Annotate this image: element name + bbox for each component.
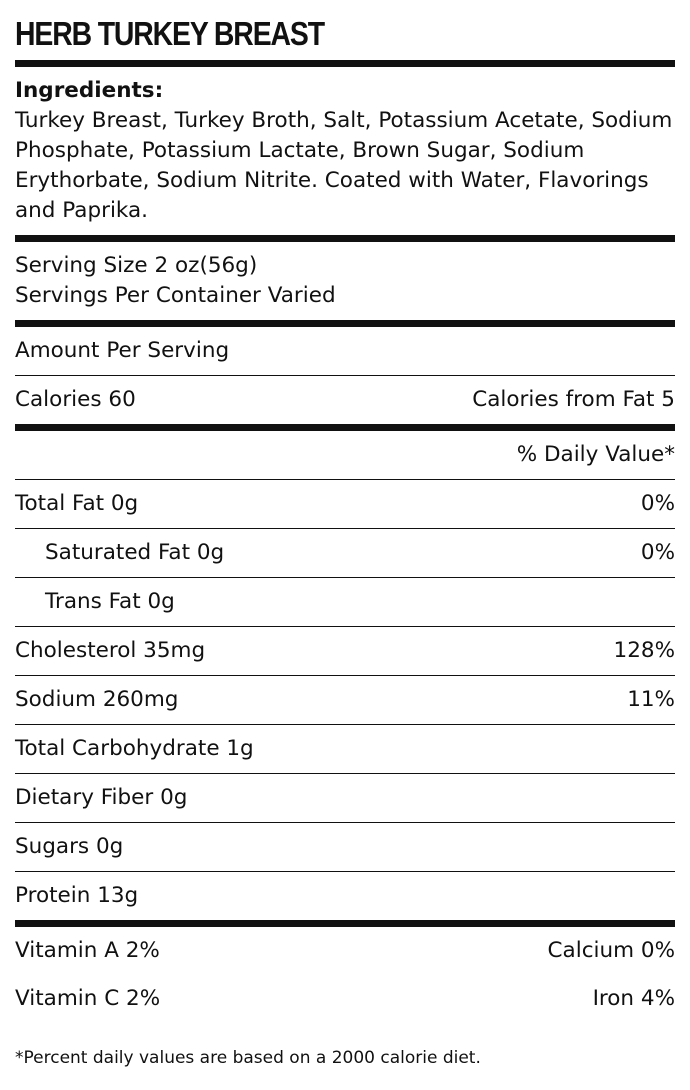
amount-per-serving-label: Amount Per Serving	[15, 338, 230, 363]
nutrient-label: Total Fat 0g	[15, 491, 139, 516]
ingredients-list: Turkey Breast, Turkey Broth, Salt, Potas…	[15, 108, 673, 223]
divider	[15, 375, 675, 376]
nutrient-daily-value: 11%	[627, 687, 675, 712]
nutrient-daily-value: 128%	[613, 638, 675, 663]
nutrient-row-dietary-fiber: Dietary Fiber 0g	[15, 783, 675, 813]
nutrient-label: Trans Fat 0g	[45, 589, 175, 614]
serving-size: Serving Size 2 oz(56g)	[15, 253, 258, 278]
vitamin-label: Vitamin C 2%	[15, 986, 161, 1011]
calories-label: Calories 60	[15, 387, 136, 412]
nutrient-label: Dietary Fiber 0g	[15, 785, 188, 810]
nutrient-row-cholesterol: Cholesterol 35mg 128%	[15, 636, 675, 666]
divider	[15, 920, 675, 927]
divider	[15, 577, 675, 578]
divider	[15, 320, 675, 327]
nutrient-label: Saturated Fat 0g	[45, 540, 225, 565]
ingredients-label: Ingredients:	[15, 78, 164, 103]
nutrient-label: Cholesterol 35mg	[15, 638, 206, 663]
nutrient-label: Protein 13g	[15, 883, 139, 908]
divider	[15, 871, 675, 872]
nutrient-row-total-carbohydrate: Total Carbohydrate 1g	[15, 734, 675, 764]
product-title: HERB TURKEY BREAST	[15, 15, 325, 52]
divider	[15, 528, 675, 529]
nutrient-label: Sodium 260mg	[15, 687, 179, 712]
mineral-label: Iron 4%	[592, 986, 675, 1011]
divider	[15, 822, 675, 823]
daily-value-footnote: *Percent daily values are based on a 200…	[15, 1048, 481, 1068]
divider	[15, 60, 675, 67]
divider	[15, 626, 675, 627]
nutrient-row-trans-fat: Trans Fat 0g	[15, 587, 675, 617]
nutrient-row-saturated-fat: Saturated Fat 0g 0%	[15, 538, 675, 568]
calories-from-fat: Calories from Fat 5	[472, 387, 675, 412]
mineral-label: Calcium 0%	[547, 938, 675, 963]
nutrient-row-sugars: Sugars 0g	[15, 832, 675, 862]
calories-row: Calories 60 Calories from Fat 5	[15, 385, 675, 415]
servings-per-container: Servings Per Container Varied	[15, 283, 336, 308]
vitamin-row: Vitamin A 2% Calcium 0%	[15, 936, 675, 966]
amount-per-serving-row: Amount Per Serving	[15, 336, 675, 366]
divider	[15, 724, 675, 725]
nutrient-label: Sugars 0g	[15, 834, 124, 859]
divider	[15, 773, 675, 774]
divider	[15, 675, 675, 676]
vitamin-label: Vitamin A 2%	[15, 938, 160, 963]
nutrient-daily-value: 0%	[640, 491, 675, 516]
divider	[15, 479, 675, 480]
nutrient-daily-value: 0%	[640, 540, 675, 565]
nutrient-label: Total Carbohydrate 1g	[15, 736, 254, 761]
daily-value-header-row: % Daily Value*	[15, 440, 675, 470]
nutrient-row-sodium: Sodium 260mg 11%	[15, 685, 675, 715]
divider	[15, 235, 675, 242]
vitamin-row: Vitamin C 2% Iron 4%	[15, 984, 675, 1014]
nutrient-row-total-fat: Total Fat 0g 0%	[15, 489, 675, 519]
divider	[15, 424, 675, 431]
nutrient-row-protein: Protein 13g	[15, 881, 675, 911]
daily-value-header: % Daily Value*	[516, 442, 675, 467]
